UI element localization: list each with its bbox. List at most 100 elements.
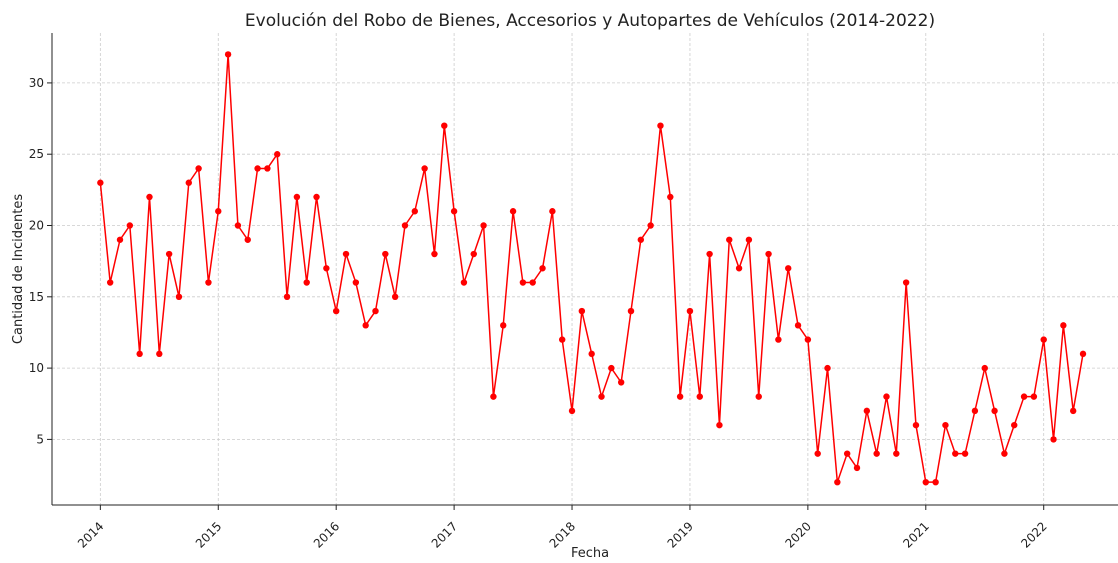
y-tick-label: 20 (29, 219, 44, 233)
data-point (873, 450, 880, 457)
data-point (549, 208, 556, 215)
data-point (529, 279, 536, 286)
data-point (332, 307, 340, 315)
data-point (136, 350, 143, 358)
data-point (696, 393, 703, 400)
data-point (372, 307, 379, 315)
x-tick-label: 2021 (900, 519, 931, 550)
data-point (106, 279, 114, 286)
data-point (352, 279, 360, 286)
data-point (676, 393, 684, 400)
data-point (893, 450, 900, 457)
data-point (912, 421, 920, 429)
data-point (313, 193, 320, 201)
data-point (834, 478, 841, 486)
data-point (224, 51, 232, 58)
data-point (500, 322, 507, 329)
chart-title: Evolución del Robo de Bienes, Accesorios… (245, 11, 935, 31)
data-point (97, 179, 104, 186)
data-point (814, 450, 821, 457)
data-point (559, 336, 566, 343)
data-point (952, 450, 959, 457)
y-tick-label: 10 (29, 361, 44, 375)
data-point (274, 151, 281, 158)
data-point (244, 236, 251, 243)
data-point (1079, 350, 1087, 358)
data-point (981, 364, 988, 372)
data-point (853, 464, 861, 472)
y-tick-label: 15 (29, 290, 44, 304)
data-point (470, 250, 477, 258)
x-tick-label: 2019 (665, 519, 696, 550)
data-point (215, 208, 222, 215)
data-point (971, 407, 979, 415)
data-point (991, 407, 998, 415)
data-point (745, 236, 753, 243)
data-point (342, 250, 350, 258)
data-point (126, 222, 134, 229)
data-point (1030, 393, 1038, 400)
data-point (706, 250, 713, 258)
data-point (932, 478, 939, 486)
data-point (883, 393, 890, 400)
data-point (1011, 421, 1018, 429)
y-tick-label: 25 (29, 147, 44, 161)
data-point (234, 222, 242, 229)
data-point (794, 322, 802, 329)
x-tick-label: 2014 (75, 519, 106, 550)
data-point (146, 193, 153, 201)
data-point (716, 421, 723, 429)
data-point (195, 165, 202, 172)
x-tick-label: 2016 (311, 519, 342, 550)
data-point (293, 193, 301, 201)
data-point (519, 279, 527, 286)
data-point (1060, 322, 1067, 329)
x-tick-label: 2020 (782, 519, 813, 550)
data-point (283, 293, 291, 301)
y-tick-label: 30 (29, 76, 44, 90)
data-point (942, 421, 949, 429)
data-point (775, 336, 782, 343)
data-point (165, 250, 173, 258)
data-point (863, 407, 871, 415)
data-point (843, 450, 851, 457)
data-point (961, 450, 969, 457)
data-point (1050, 436, 1057, 443)
data-point (824, 364, 831, 372)
data-point (480, 222, 487, 229)
data-point (1040, 336, 1047, 343)
data-point (922, 478, 929, 486)
data-point (264, 165, 271, 172)
data-point (578, 307, 586, 315)
data-point (726, 236, 733, 243)
data-point (1020, 393, 1028, 400)
data-point (657, 122, 664, 129)
data-point (539, 265, 546, 272)
data-point (1001, 450, 1008, 457)
data-point (735, 265, 743, 272)
data-point (116, 236, 124, 243)
data-point (627, 307, 635, 315)
x-tick-label: 2015 (193, 519, 224, 550)
data-point (902, 279, 910, 286)
data-point (490, 393, 497, 400)
data-point (175, 293, 183, 301)
data-point (804, 336, 812, 343)
data-point (421, 165, 428, 172)
data-point (382, 250, 389, 258)
data-point (401, 222, 409, 229)
y-tick-label: 5 (36, 432, 44, 446)
data-point (765, 250, 772, 258)
data-point (667, 193, 674, 201)
data-point (441, 122, 448, 129)
data-point (362, 322, 369, 329)
data-point (205, 279, 212, 286)
data-point (637, 236, 645, 243)
data-point (568, 407, 576, 415)
x-axis-label: Fecha (571, 546, 609, 561)
data-point (185, 179, 192, 186)
data-point (686, 307, 694, 315)
data-point (598, 393, 605, 400)
data-point (156, 350, 163, 358)
data-point (460, 279, 468, 286)
